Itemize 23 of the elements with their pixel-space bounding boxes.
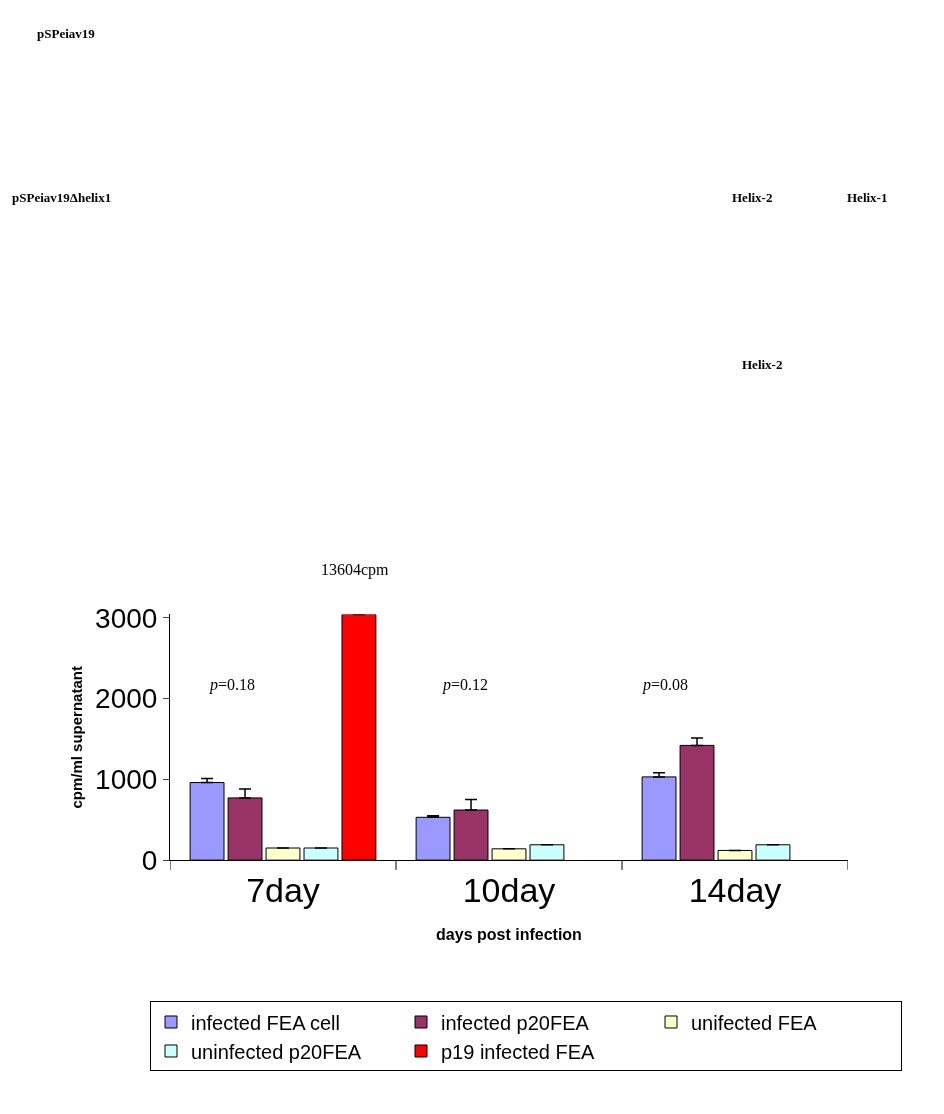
legend-label: uninfected p20FEA	[191, 1040, 362, 1063]
text: Helix-1	[847, 190, 888, 205]
y-tick-label: 0	[141, 844, 158, 876]
text: Helix-2	[742, 357, 783, 372]
annotation: p=0.12	[442, 676, 489, 694]
legend-label: infected FEA cell	[191, 1011, 340, 1034]
text: 13604cpm	[321, 561, 390, 579]
legend-label: p19 infected FEA	[441, 1040, 596, 1063]
x-tick-label: 7day	[246, 870, 320, 909]
x-axis-title: days post infection	[436, 925, 582, 943]
y-axis-title: cpm/ml supernatant	[68, 666, 86, 809]
annotation: p=0.08	[642, 676, 689, 694]
text: pSPeiav19	[37, 26, 96, 41]
text: Helix-2	[732, 190, 773, 205]
legend-label: infected p20FEA	[441, 1011, 590, 1034]
x-tick-label: 14day	[688, 870, 782, 909]
y-tick-label: 1000	[95, 764, 158, 796]
y-tick-label: 2000	[95, 683, 158, 715]
text: pSPeiav19Δhelix1	[12, 190, 112, 205]
legend-label: unifected FEA	[691, 1011, 818, 1034]
x-tick-label: 10day	[462, 870, 556, 909]
annotation: p=0.18	[209, 676, 256, 694]
y-tick-label: 3000	[95, 602, 158, 634]
